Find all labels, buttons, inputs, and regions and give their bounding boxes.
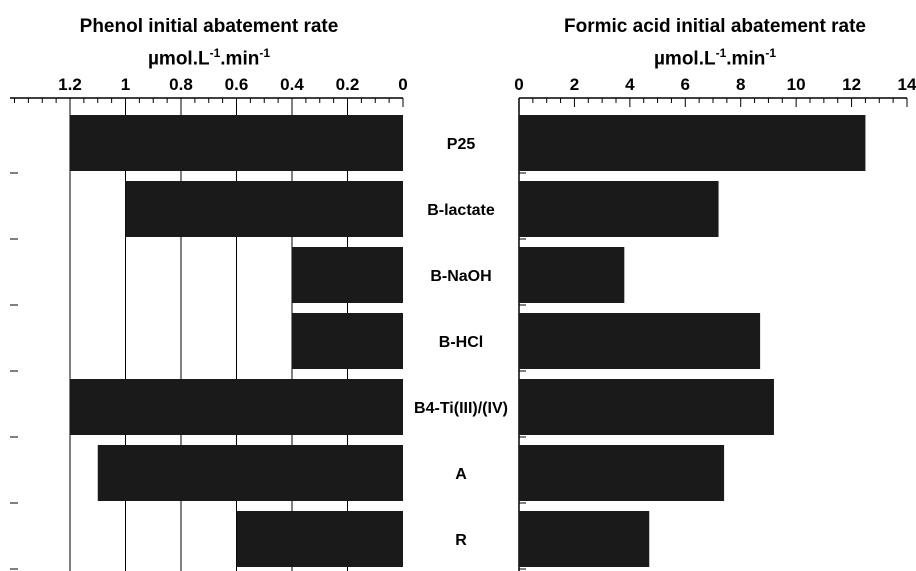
right-bar [519, 313, 761, 369]
left-chart-units: µmol.L-1.min-1 [4, 46, 414, 70]
left-tick-label: 0.2 [336, 75, 360, 94]
right-units-exp2: -1 [765, 46, 777, 60]
right-units-mid: .min [726, 48, 766, 70]
category-label: P25 [447, 136, 476, 153]
right-tick-label: 8 [736, 75, 745, 94]
left-chart-title: Phenol initial abatement rate [79, 16, 339, 37]
left-bar [292, 313, 403, 369]
right-bar [519, 379, 774, 435]
right-chart-units: µmol.L-1.min-1 [515, 46, 915, 70]
left-units-base: µmol.L [147, 48, 210, 70]
left-tick-label: 0.4 [280, 75, 304, 94]
right-tick-label: 4 [625, 75, 635, 94]
left-bar [97, 445, 403, 501]
category-label: B-lactate [427, 202, 495, 219]
right-tick-label: 12 [842, 75, 861, 94]
left-tick-label: 0.6 [225, 75, 249, 94]
right-tick-label: 10 [787, 75, 806, 94]
left-tick-label: 1 [121, 75, 130, 94]
left-tick-label: 0 [398, 75, 407, 94]
left-tick-label: 1.2 [58, 75, 82, 94]
category-label: R [455, 532, 467, 549]
right-units-base: µmol.L [653, 48, 716, 70]
right-bar [519, 445, 725, 501]
left-bar [70, 115, 403, 171]
right-chart-title: Formic acid initial abatement rate [564, 16, 866, 37]
category-label: B-NaOH [430, 268, 491, 285]
left-bar [236, 511, 403, 567]
right-tick-label: 0 [514, 75, 523, 94]
category-label: B4-Ti(III)/(IV) [414, 400, 508, 417]
left-bar [125, 181, 403, 237]
right-bar [519, 511, 650, 567]
left-units-exp1: -1 [209, 46, 221, 60]
left-bar [70, 379, 403, 435]
left-units-exp2: -1 [259, 46, 271, 60]
right-tick-label: 2 [570, 75, 579, 94]
right-tick-label: 6 [681, 75, 690, 94]
left-tick-label: 0.8 [169, 75, 193, 94]
left-bar [292, 247, 403, 303]
right-bar [519, 247, 625, 303]
right-bar [519, 115, 866, 171]
category-label: B-HCl [439, 334, 483, 351]
right-units-exp1: -1 [715, 46, 727, 60]
right-bar [519, 181, 719, 237]
right-tick-label: 14 [898, 75, 916, 94]
left-units-mid: .min [220, 48, 260, 70]
category-label: A [455, 466, 467, 483]
